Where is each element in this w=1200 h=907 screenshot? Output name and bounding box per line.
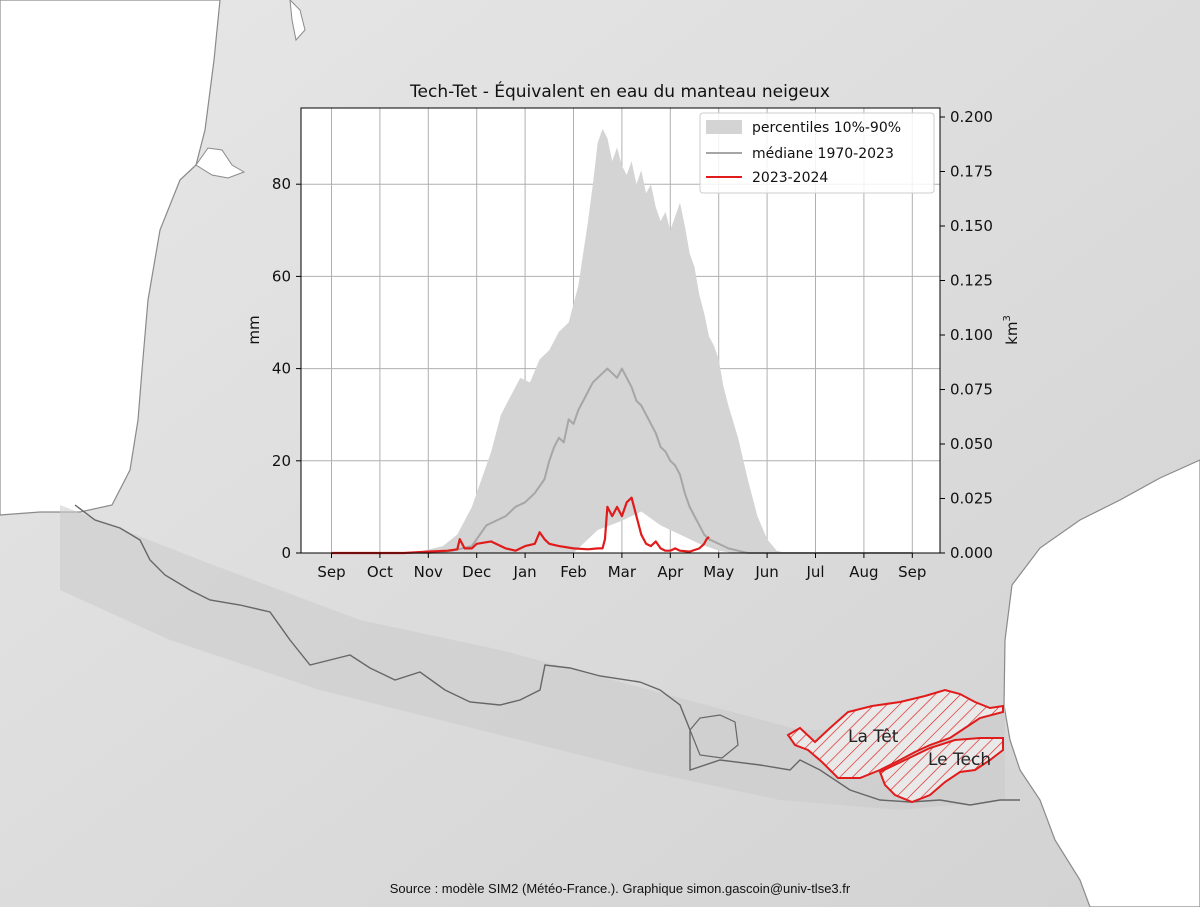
- source-caption: Source : modèle SIM2 (Météo-France.). Gr…: [390, 881, 851, 896]
- basin-tet: [786, 688, 1004, 779]
- chart-title: Tech-Tet - Équivalent en eau du manteau …: [409, 80, 830, 102]
- x-tick-label: Mar: [608, 563, 637, 581]
- y2-tick-label: 0.075: [950, 381, 993, 399]
- y2-tick-label: 0.175: [950, 163, 993, 181]
- plot-frame: [300, 107, 941, 554]
- basins: La Têt Le Tech: [786, 688, 1004, 804]
- y2-axis-exponent: 3: [1002, 315, 1013, 321]
- y2-tick-label: 0.150: [950, 217, 993, 235]
- y2-axis-label: km3: [1002, 315, 1021, 345]
- legend-box: [699, 112, 935, 194]
- basin-tech: [878, 737, 1004, 804]
- x-tick-label: Aug: [849, 563, 878, 581]
- series-band-percentiles: [331, 128, 913, 553]
- x-tick-label: Sep: [317, 563, 345, 581]
- legend-label-current: 2023-2024: [752, 170, 828, 186]
- arcachon-basin: [195, 147, 246, 179]
- y2-tick-label: 0.050: [950, 435, 993, 453]
- y-tick-label: 60: [272, 267, 291, 285]
- basin-label-tet: La Têt: [848, 727, 899, 747]
- series-line-median: [331, 367, 913, 554]
- series-lines: [331, 367, 913, 555]
- legend-label-band: percentiles 10%-90%: [752, 120, 901, 136]
- y2-tick-label: 0.200: [950, 108, 993, 126]
- x-tick-label: Jun: [754, 563, 778, 581]
- series-line-2023-2024: [331, 496, 710, 555]
- x-tick-label: Jan: [513, 563, 537, 581]
- gironde-estuary: [289, 0, 306, 42]
- y2-tick-label: 0.025: [950, 490, 993, 508]
- basin-label-tech: Le Tech: [928, 750, 991, 770]
- y-tick-label: 40: [272, 360, 291, 378]
- x-tick-label: Feb: [560, 563, 587, 581]
- y2-axis-unit: km: [1003, 322, 1021, 345]
- y2-tick-label: 0.100: [950, 326, 993, 344]
- x-tick-label: Nov: [414, 563, 443, 581]
- x-tick-label: Oct: [367, 563, 393, 581]
- x-tick-label: Sep: [898, 563, 926, 581]
- x-tick-label: May: [703, 563, 734, 581]
- y-axis-label: mm: [245, 315, 263, 344]
- y-axis-right: 0.000 0.025 0.050 0.075 0.100 0.125 0.150 0.175…: [940, 108, 993, 562]
- legend-label-median: médiane 1970-2023: [752, 146, 894, 162]
- mediterranean-sea: [1003, 459, 1200, 907]
- x-tick-label: Apr: [657, 563, 684, 581]
- y-tick-label: 80: [272, 175, 291, 193]
- chart: Sep Oct Nov Dec Jan Feb Mar Apr May Jun Jul Aug Sep …: [245, 80, 1021, 581]
- legend-swatch-band: [706, 120, 742, 134]
- y-tick-label: 0: [281, 544, 291, 562]
- percentile-band: [331, 128, 913, 553]
- x-tick-label: Jul: [805, 563, 824, 581]
- y2-tick-label: 0.000: [950, 544, 993, 562]
- y-axis-left: 0 20 40 60 80: [272, 175, 301, 562]
- legend: percentiles 10%-90% médiane 1970-2023 20…: [699, 112, 935, 194]
- pyrenees-relief: [60, 505, 1005, 810]
- y2-tick-label: 0.125: [950, 272, 993, 290]
- y-tick-label: 20: [272, 452, 291, 470]
- x-tick-label: Dec: [462, 563, 491, 581]
- national-border: [74, 504, 1020, 806]
- x-axis: Sep Oct Nov Dec Jan Feb Mar Apr May Jun Jul Aug Sep: [317, 553, 926, 581]
- andorra-border: [689, 714, 739, 759]
